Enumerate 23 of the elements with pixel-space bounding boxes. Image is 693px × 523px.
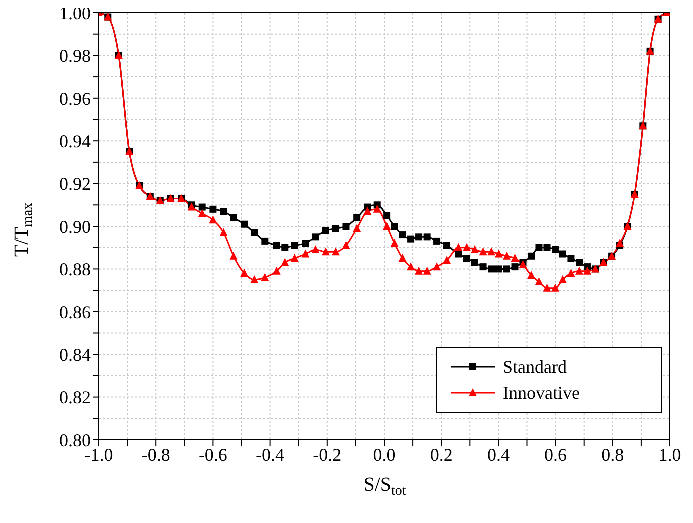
y-tick-label: 0.82 (60, 388, 91, 408)
legend-label: Innovative (503, 382, 580, 405)
x-tick-label: 0.8 (602, 444, 624, 465)
y-tick-label: 0.88 (60, 260, 91, 280)
x-tick-label: -0.8 (142, 444, 170, 465)
y-tick-label: 0.90 (60, 216, 91, 237)
y-tick-label: 0.92 (60, 174, 91, 194)
y-tick-label: 0.80 (60, 430, 91, 450)
x-tick-label: 0.4 (487, 444, 510, 465)
x-axis-title: S/S$_{tot}$ (364, 474, 406, 500)
x-tick-label: 0.2 (430, 444, 453, 465)
y-tick-label: 0.96 (60, 88, 91, 109)
y-tick-label: 0.86 (60, 302, 91, 322)
x-tick-label: -0.6 (198, 444, 228, 465)
x-tick-label: 0.0 (373, 444, 396, 465)
y-tick-label: 0.98 (60, 46, 91, 66)
x-tick-label: 0.6 (544, 444, 568, 465)
x-tick-label: 1.0 (658, 444, 682, 465)
legend-label: Standard (503, 356, 567, 379)
x-tick-label: -0.4 (256, 444, 285, 465)
y-tick-label: 0.84 (60, 344, 91, 365)
x-tick-label: -0.2 (313, 444, 342, 465)
y-tick-label: 0.94 (60, 131, 91, 152)
